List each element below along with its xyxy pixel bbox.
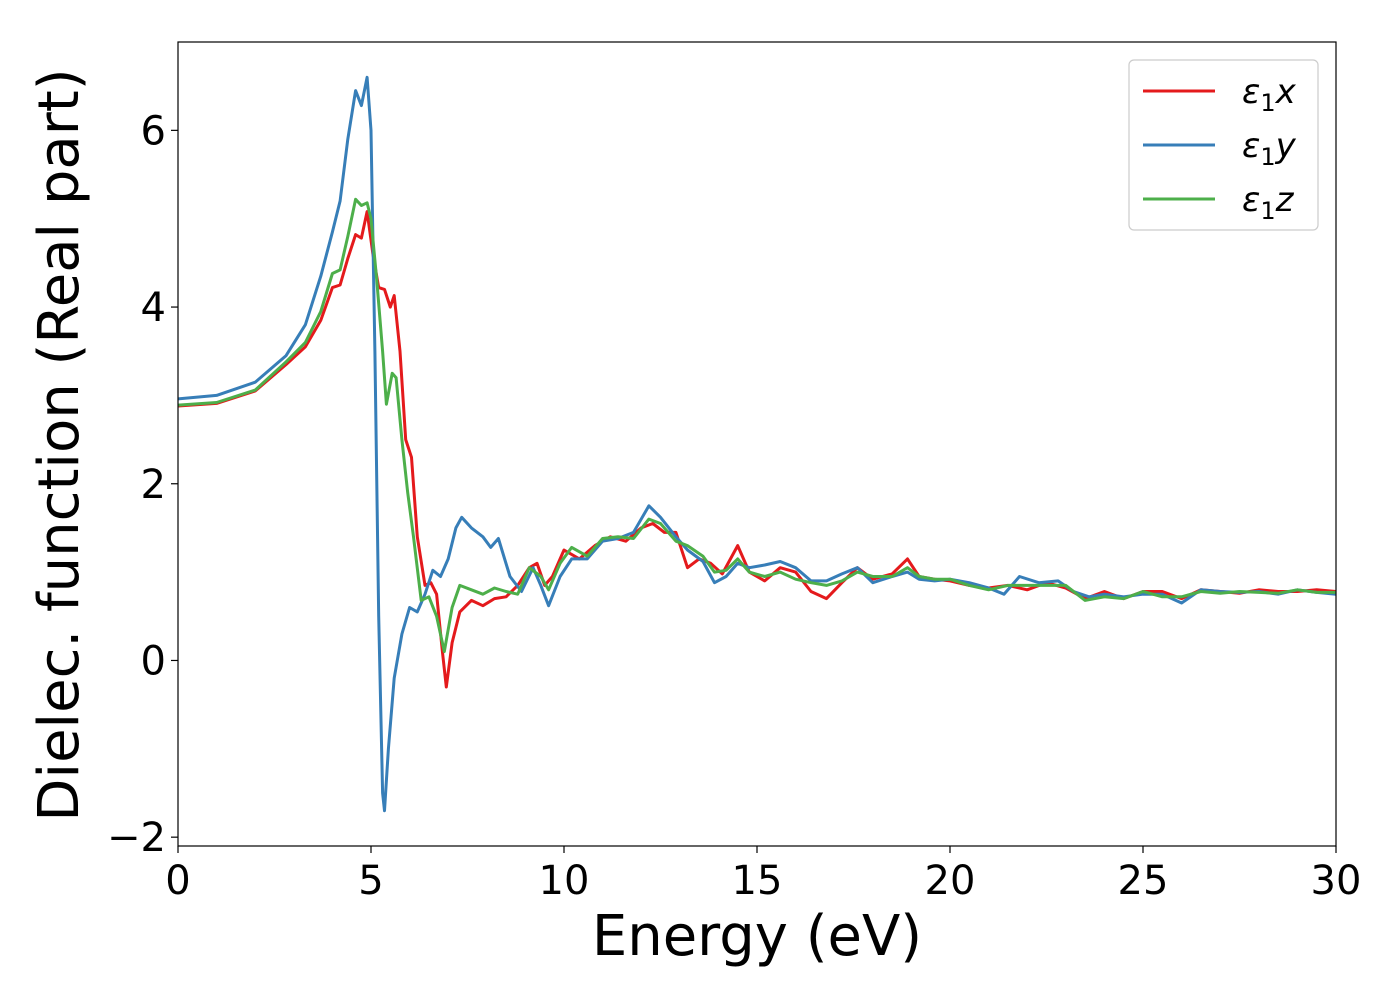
legend-box (1128, 59, 1319, 231)
x-tick-label: 15 (732, 858, 783, 904)
x-tick-label: 0 (165, 858, 190, 904)
legend-label-y: ε1y (1242, 126, 1297, 171)
series-layer (178, 75, 1336, 813)
x-tick-label: 5 (358, 858, 383, 904)
legend: ε1x ε1y ε1z (1128, 59, 1319, 231)
y-tick-label: −2 (107, 815, 166, 861)
y-axis: −2 0 2 4 6 (107, 108, 178, 861)
y-tick-label: 6 (141, 108, 166, 154)
legend-label-z: ε1z (1242, 180, 1295, 225)
y-axis-title: Dielec. function (Real part) (27, 68, 92, 821)
series-line-z (178, 197, 1336, 654)
legend-label-x: ε1x (1242, 72, 1297, 117)
y-tick-label: 0 (141, 638, 166, 684)
y-tick-label: 2 (141, 462, 166, 508)
x-tick-label: 25 (1118, 858, 1169, 904)
x-axis: 0 5 10 15 20 25 30 (165, 846, 1361, 904)
x-axis-title: Energy (eV) (592, 904, 922, 969)
x-tick-label: 30 (1311, 858, 1362, 904)
x-tick-label: 10 (539, 858, 590, 904)
x-tick-label: 20 (925, 858, 976, 904)
y-tick-label: 4 (141, 285, 166, 331)
